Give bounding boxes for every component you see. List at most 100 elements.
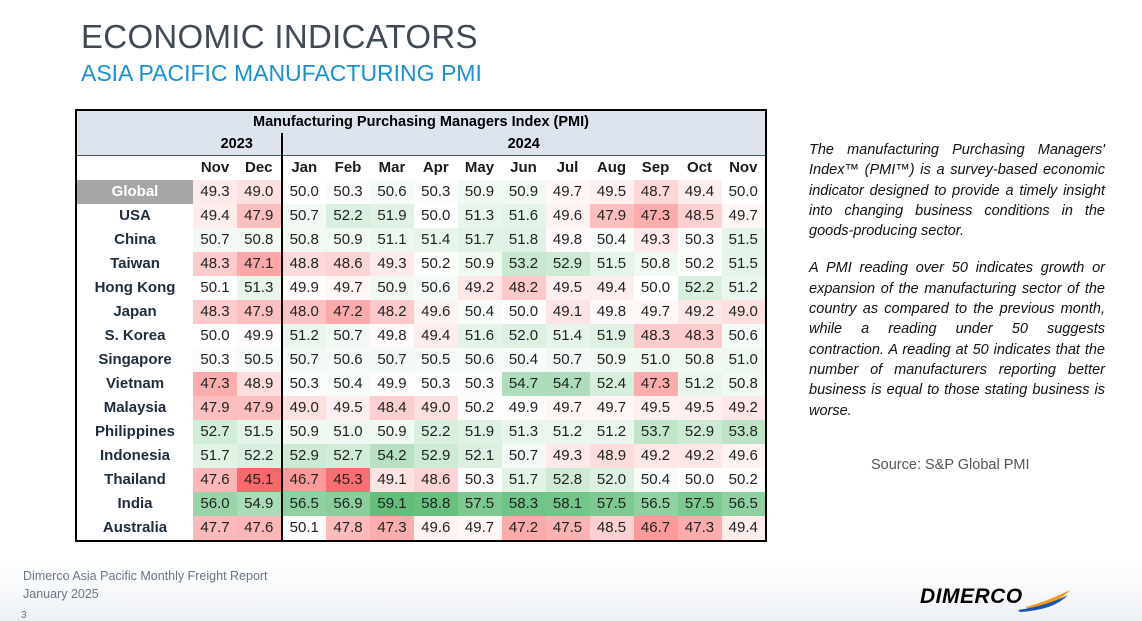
pmi-value-cell: 51.2 bbox=[545, 420, 590, 444]
country-label: Australia bbox=[76, 516, 193, 541]
logo-swoosh-blue bbox=[1018, 595, 1068, 612]
pmi-value-cell: 49.1 bbox=[545, 300, 590, 324]
pmi-value-cell: 47.6 bbox=[237, 516, 282, 541]
month-header: Feb bbox=[326, 155, 370, 180]
table-row: Taiwan 48.3 47.1 48.8 48.6 49.3 50.2 50.9 53.2 52… bbox=[76, 252, 766, 276]
pmi-value-cell: 48.9 bbox=[237, 372, 282, 396]
pmi-value-cell: 50.6 bbox=[457, 348, 502, 372]
month-header: Oct bbox=[677, 155, 722, 180]
pmi-value-cell: 50.9 bbox=[326, 228, 370, 252]
pmi-value-cell: 49.1 bbox=[370, 468, 414, 492]
pmi-value-cell: 50.6 bbox=[721, 324, 766, 348]
pmi-value-cell: 48.3 bbox=[633, 324, 678, 348]
pmi-value-cell: 49.2 bbox=[457, 276, 502, 300]
pmi-value-cell: 49.0 bbox=[237, 180, 282, 204]
pmi-value-cell: 56.0 bbox=[193, 492, 237, 516]
pmi-value-cell: 54.7 bbox=[501, 372, 546, 396]
pmi-value-cell: 52.4 bbox=[589, 372, 634, 396]
country-label: Taiwan bbox=[76, 252, 193, 276]
pmi-value-cell: 50.8 bbox=[280, 228, 326, 252]
pmi-value-cell: 51.0 bbox=[326, 420, 370, 444]
country-label: Vietnam bbox=[76, 372, 193, 396]
pmi-value-cell: 49.7 bbox=[545, 396, 590, 420]
year-header-2024: 2024 bbox=[280, 133, 766, 156]
pmi-value-cell: 50.1 bbox=[280, 516, 326, 541]
pmi-value-cell: 52.7 bbox=[193, 420, 237, 444]
pmi-value-cell: 49.4 bbox=[589, 276, 634, 300]
pmi-value-cell: 47.9 bbox=[237, 204, 282, 228]
pmi-value-cell: 49.7 bbox=[545, 180, 590, 204]
pmi-value-cell: 50.4 bbox=[633, 468, 678, 492]
pmi-value-cell: 56.9 bbox=[326, 492, 370, 516]
pmi-value-cell: 47.9 bbox=[237, 300, 282, 324]
month-header: Apr bbox=[414, 155, 458, 180]
pmi-value-cell: 50.8 bbox=[633, 252, 678, 276]
pmi-value-cell: 47.1 bbox=[237, 252, 282, 276]
pmi-value-cell: 50.0 bbox=[414, 204, 458, 228]
page-title: ECONOMIC INDICATORS bbox=[81, 18, 478, 55]
pmi-value-cell: 47.3 bbox=[370, 516, 414, 541]
pmi-value-cell: 51.3 bbox=[457, 204, 502, 228]
pmi-value-cell: 52.2 bbox=[414, 420, 458, 444]
pmi-value-cell: 47.2 bbox=[326, 300, 370, 324]
pmi-value-cell: 52.1 bbox=[457, 444, 502, 468]
pmi-value-cell: 50.3 bbox=[457, 468, 502, 492]
pmi-value-cell: 50.9 bbox=[280, 420, 326, 444]
pmi-value-cell: 49.4 bbox=[414, 324, 458, 348]
pmi-value-cell: 49.3 bbox=[370, 252, 414, 276]
pmi-value-cell: 50.8 bbox=[677, 348, 722, 372]
country-label: India bbox=[76, 492, 193, 516]
pmi-value-cell: 49.7 bbox=[633, 300, 678, 324]
pmi-value-cell: 49.5 bbox=[589, 180, 634, 204]
pmi-value-cell: 50.8 bbox=[237, 228, 282, 252]
pmi-value-cell: 49.6 bbox=[545, 204, 590, 228]
pmi-value-cell: 50.2 bbox=[677, 252, 722, 276]
pmi-value-cell: 57.5 bbox=[589, 492, 634, 516]
pmi-value-cell: 50.6 bbox=[414, 276, 458, 300]
pmi-value-cell: 51.0 bbox=[633, 348, 678, 372]
pmi-value-cell: 50.0 bbox=[193, 324, 237, 348]
pmi-value-cell: 50.4 bbox=[501, 348, 546, 372]
page-number: 3 bbox=[21, 610, 27, 621]
pmi-value-cell: 51.5 bbox=[589, 252, 634, 276]
pmi-value-cell: 51.9 bbox=[457, 420, 502, 444]
country-label: Singapore bbox=[76, 348, 193, 372]
pmi-value-cell: 48.3 bbox=[193, 300, 237, 324]
table-row: Malaysia 47.9 47.9 49.0 49.5 48.4 49.0 50.2 49.9… bbox=[76, 396, 766, 420]
pmi-value-cell: 50.3 bbox=[280, 372, 326, 396]
country-label: S. Korea bbox=[76, 324, 193, 348]
pmi-value-cell: 50.6 bbox=[326, 348, 370, 372]
month-header: Jul bbox=[545, 155, 590, 180]
pmi-value-cell: 48.5 bbox=[589, 516, 634, 541]
country-label: Hong Kong bbox=[76, 276, 193, 300]
logo-swoosh-orange bbox=[1026, 590, 1070, 610]
pmi-value-cell: 51.5 bbox=[721, 252, 766, 276]
pmi-value-cell: 50.0 bbox=[280, 180, 326, 204]
pmi-value-cell: 49.9 bbox=[280, 276, 326, 300]
pmi-value-cell: 51.2 bbox=[280, 324, 326, 348]
pmi-value-cell: 49.6 bbox=[414, 300, 458, 324]
pmi-value-cell: 51.9 bbox=[370, 204, 414, 228]
logo-wordmark: DIMERCO bbox=[920, 585, 1023, 608]
dimerco-logo: DIMERCO bbox=[920, 585, 1070, 612]
pmi-value-cell: 48.3 bbox=[677, 324, 722, 348]
pmi-value-cell: 49.8 bbox=[370, 324, 414, 348]
pmi-definition-text: The manufacturing Purchasing Managers' I… bbox=[809, 142, 1105, 240]
table-title: Manufacturing Purchasing Managers Index … bbox=[76, 110, 766, 133]
pmi-value-cell: 50.8 bbox=[721, 372, 766, 396]
pmi-value-cell: 51.8 bbox=[501, 228, 546, 252]
table-row: Australia 47.7 47.6 50.1 47.8 47.3 49.6 49.7 47.… bbox=[76, 516, 766, 541]
pmi-value-cell: 49.5 bbox=[545, 276, 590, 300]
country-label: Thailand bbox=[76, 468, 193, 492]
pmi-value-cell: 51.6 bbox=[457, 324, 502, 348]
pmi-value-cell: 51.4 bbox=[414, 228, 458, 252]
table-row: Global 49.3 49.0 50.0 50.3 50.6 50.3 50.9 50.9 49… bbox=[76, 180, 766, 204]
pmi-value-cell: 45.1 bbox=[237, 468, 282, 492]
pmi-value-cell: 50.2 bbox=[721, 468, 766, 492]
pmi-value-cell: 49.5 bbox=[677, 396, 722, 420]
table-row: Philippines 52.7 51.5 50.9 51.0 50.9 52.2 51.9 5… bbox=[76, 420, 766, 444]
pmi-value-cell: 51.0 bbox=[721, 348, 766, 372]
pmi-value-cell: 50.0 bbox=[677, 468, 722, 492]
table-row: Indonesia 51.7 52.2 52.9 52.7 54.2 52.9 52.1 50.… bbox=[76, 444, 766, 468]
pmi-value-cell: 53.7 bbox=[633, 420, 678, 444]
